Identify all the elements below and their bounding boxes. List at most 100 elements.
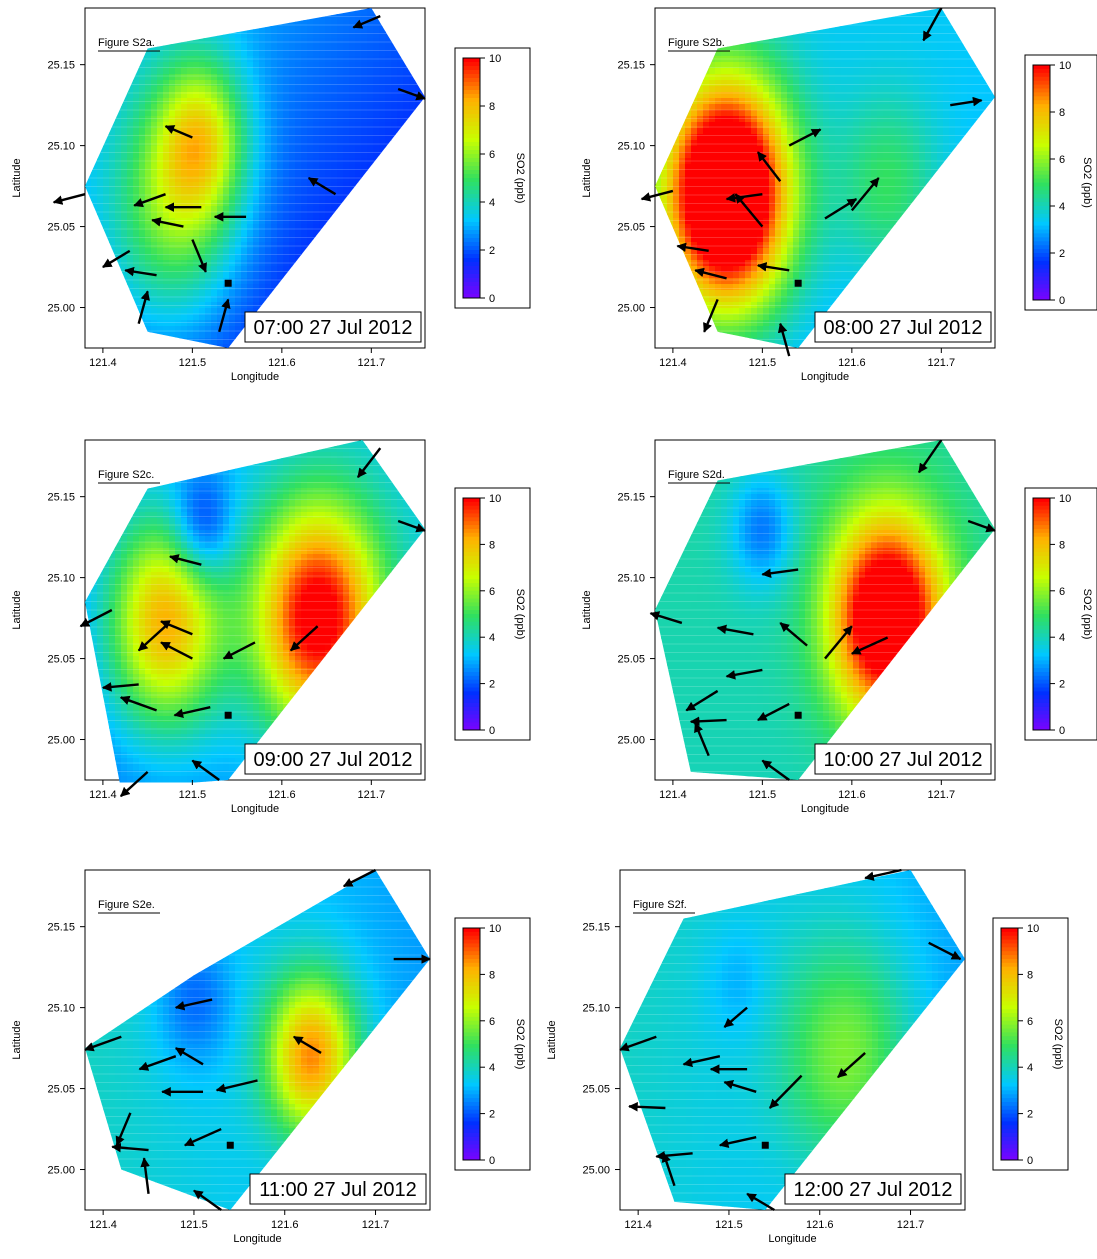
heat-cell — [943, 80, 950, 87]
heat-cell — [187, 140, 194, 147]
heat-cell — [835, 92, 842, 99]
heat-cell — [283, 248, 290, 255]
heat-cell — [901, 56, 908, 63]
heat-cell — [901, 110, 908, 117]
heat-cell — [289, 164, 296, 171]
heat-cell — [181, 80, 188, 87]
heat-cell — [253, 224, 260, 231]
heat-cell — [295, 248, 302, 255]
heat-cell — [907, 170, 914, 177]
heat-cell — [865, 86, 872, 93]
heat-cell — [319, 38, 326, 45]
heat-cell — [745, 140, 752, 147]
heat-cell — [235, 152, 242, 159]
heat-cell — [271, 26, 278, 33]
heat-cell — [937, 98, 944, 105]
heat-cell — [307, 68, 314, 75]
heat-cell — [841, 116, 848, 123]
heat-cell — [187, 218, 194, 225]
heat-cell — [187, 260, 194, 267]
heat-cell — [829, 152, 836, 159]
heat-cell — [823, 134, 830, 141]
heat-cell — [745, 92, 752, 99]
heat-cell — [259, 194, 266, 201]
heat-cell — [139, 170, 146, 177]
heat-cell — [247, 134, 254, 141]
heat-cell — [199, 50, 206, 57]
heat-cell — [223, 32, 230, 39]
heat-cell — [943, 26, 950, 33]
heat-cell — [241, 212, 248, 219]
heat-cell — [775, 38, 782, 45]
heat-cell — [943, 50, 950, 57]
heat-cell — [169, 74, 176, 81]
heat-cell — [877, 86, 884, 93]
heat-cell — [907, 56, 914, 63]
heat-cell — [901, 104, 908, 111]
heat-cell — [199, 338, 206, 345]
heat-cell — [253, 176, 260, 183]
heat-cell — [361, 80, 368, 87]
heat-cell — [337, 32, 344, 39]
heat-cell — [967, 110, 974, 117]
heat-cell — [211, 50, 218, 57]
heat-cell — [775, 128, 782, 135]
heat-cell — [955, 62, 962, 69]
heat-cell — [313, 212, 320, 219]
heat-cell — [235, 80, 242, 87]
heat-cell — [823, 170, 830, 177]
heat-cell — [355, 80, 362, 87]
heat-cell — [229, 272, 236, 279]
heat-cell — [943, 104, 950, 111]
heat-cell — [829, 38, 836, 45]
heat-cell — [301, 152, 308, 159]
heat-cell — [217, 194, 224, 201]
heat-cell — [169, 98, 176, 105]
heat-cell — [277, 26, 284, 33]
heat-cell — [307, 116, 314, 123]
heat-cell — [145, 164, 152, 171]
heat-cell — [97, 206, 104, 213]
heat-cell — [313, 86, 320, 93]
heat-cell — [229, 248, 236, 255]
x-tick-label: 121.5 — [179, 357, 207, 369]
heat-cell — [301, 86, 308, 93]
heat-cell — [331, 146, 338, 153]
heat-cell — [937, 128, 944, 135]
heat-cell — [859, 164, 866, 171]
heat-cell — [127, 98, 134, 105]
timestamp-box — [244, 311, 422, 343]
heat-cell — [205, 104, 212, 111]
heat-cell — [877, 104, 884, 111]
heat-cell — [319, 116, 326, 123]
heat-cell — [259, 266, 266, 273]
heat-cell — [301, 218, 308, 225]
heat-cell — [169, 266, 176, 273]
heat-cell — [385, 80, 392, 87]
wind-arrow-icon — [52, 193, 86, 205]
heat-cell — [157, 140, 164, 147]
colorbar-swatch — [463, 258, 480, 263]
heat-cell — [205, 320, 212, 327]
heat-cell — [271, 110, 278, 117]
heat-cell — [253, 230, 260, 237]
heat-cell — [127, 230, 134, 237]
heat-cell — [205, 302, 212, 309]
heat-cell — [211, 62, 218, 69]
heat-cell — [253, 296, 260, 303]
heat-cell — [877, 110, 884, 117]
heat-cell — [883, 140, 890, 147]
heat-cell — [337, 38, 344, 45]
heat-cell — [235, 278, 242, 285]
heat-cell — [775, 170, 782, 177]
heat-cell — [919, 56, 926, 63]
heat-cell — [163, 68, 170, 75]
heat-cell — [901, 38, 908, 45]
heat-cell — [259, 44, 266, 51]
heat-cell — [907, 62, 914, 69]
heat-cell — [967, 68, 974, 75]
heat-cell — [217, 104, 224, 111]
heat-cell — [241, 80, 248, 87]
heat-cell — [223, 242, 230, 249]
heat-cell — [823, 86, 830, 93]
